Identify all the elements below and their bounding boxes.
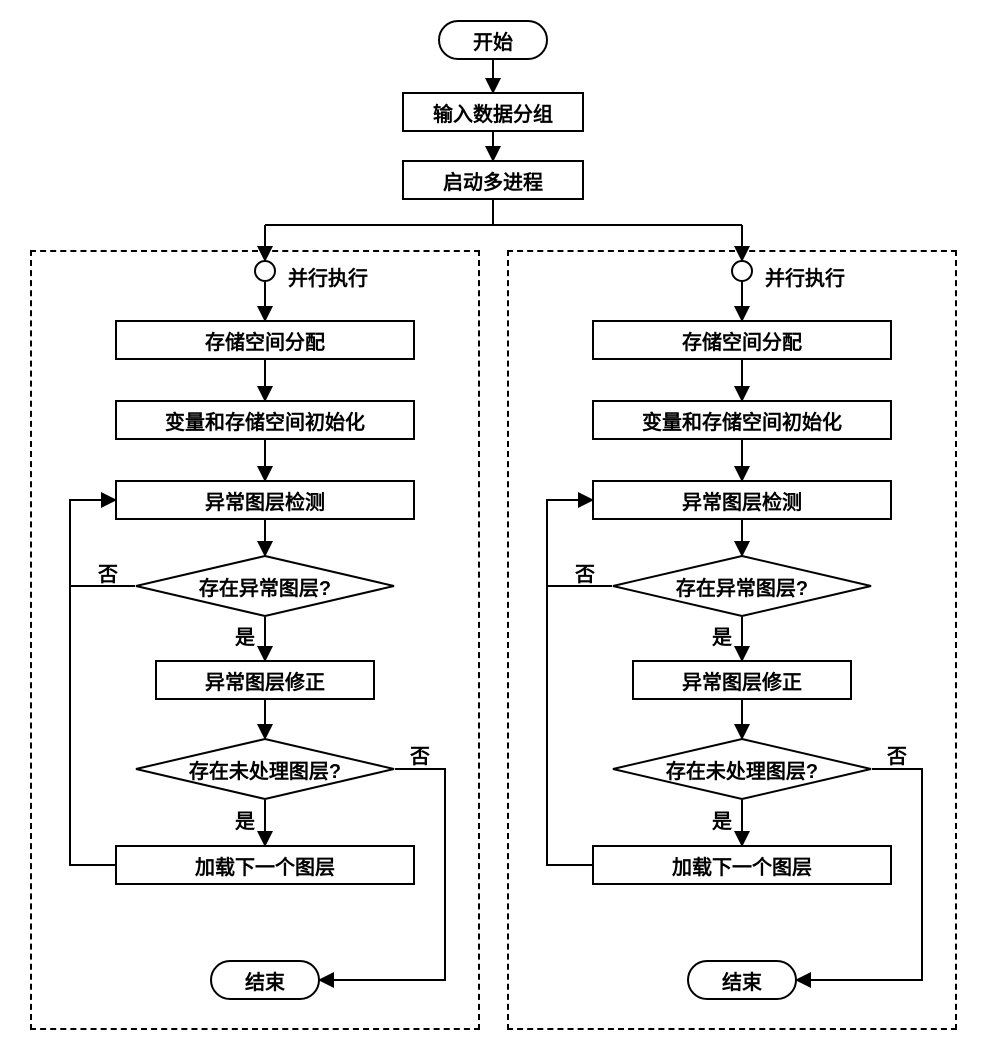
left-init-label: 变量和存储空间初始化	[165, 406, 365, 435]
connector-circle-left	[254, 260, 276, 282]
left-end-node: 结束	[210, 960, 320, 1000]
left-end-label: 结束	[245, 966, 285, 995]
right-alloc-node: 存储空间分配	[592, 320, 892, 360]
right-dec2-no-label: 否	[887, 740, 907, 769]
right-detect-node: 异常图层检测	[592, 480, 892, 520]
parallel-label-right: 并行执行	[765, 262, 845, 291]
left-load-node: 加载下一个图层	[115, 845, 415, 885]
start-multi-node: 启动多进程	[402, 160, 584, 200]
left-alloc-label: 存储空间分配	[205, 326, 325, 355]
right-dec2-yes-label: 是	[712, 805, 732, 834]
right-end-node: 结束	[687, 960, 797, 1000]
right-dec1-yes-label: 是	[712, 621, 732, 650]
input-group-label: 输入数据分组	[433, 98, 553, 127]
right-correct-label: 异常图层修正	[682, 666, 802, 695]
left-dec1-no-label: 否	[98, 558, 118, 587]
right-dec2-label: 存在未处理图层?	[666, 755, 818, 784]
flowchart-canvas: 开始 输入数据分组 启动多进程 并行执行 存储空间分配 变量和存储空间初始化 异…	[20, 20, 967, 1035]
left-dec2-label: 存在未处理图层?	[189, 755, 341, 784]
left-dec1-node: 存在异常图层?	[135, 555, 395, 617]
start-node: 开始	[438, 20, 548, 60]
parallel-label-left: 并行执行	[288, 262, 368, 291]
left-detect-node: 异常图层检测	[115, 480, 415, 520]
parallel-box-right	[507, 250, 957, 1030]
right-load-label: 加载下一个图层	[672, 851, 812, 880]
left-dec2-no-label: 否	[410, 740, 430, 769]
connector-circle-right	[731, 260, 753, 282]
right-init-label: 变量和存储空间初始化	[642, 406, 842, 435]
right-alloc-label: 存储空间分配	[682, 326, 802, 355]
left-dec1-label: 存在异常图层?	[199, 572, 331, 601]
right-init-node: 变量和存储空间初始化	[592, 400, 892, 440]
parallel-box-left	[30, 250, 480, 1030]
start-multi-label: 启动多进程	[443, 166, 543, 195]
left-init-node: 变量和存储空间初始化	[115, 400, 415, 440]
right-detect-label: 异常图层检测	[682, 486, 802, 515]
right-dec2-node: 存在未处理图层?	[612, 738, 872, 800]
right-end-label: 结束	[722, 966, 762, 995]
left-correct-label: 异常图层修正	[205, 666, 325, 695]
left-alloc-node: 存储空间分配	[115, 320, 415, 360]
left-load-label: 加载下一个图层	[195, 851, 335, 880]
input-group-node: 输入数据分组	[402, 92, 584, 132]
right-dec1-no-label: 否	[575, 558, 595, 587]
right-dec1-node: 存在异常图层?	[612, 555, 872, 617]
right-load-node: 加载下一个图层	[592, 845, 892, 885]
right-correct-node: 异常图层修正	[632, 660, 852, 700]
right-dec1-label: 存在异常图层?	[676, 572, 808, 601]
left-dec2-node: 存在未处理图层?	[135, 738, 395, 800]
left-dec1-yes-label: 是	[235, 621, 255, 650]
left-dec2-yes-label: 是	[235, 805, 255, 834]
left-detect-label: 异常图层检测	[205, 486, 325, 515]
start-label: 开始	[473, 26, 513, 55]
left-correct-node: 异常图层修正	[155, 660, 375, 700]
